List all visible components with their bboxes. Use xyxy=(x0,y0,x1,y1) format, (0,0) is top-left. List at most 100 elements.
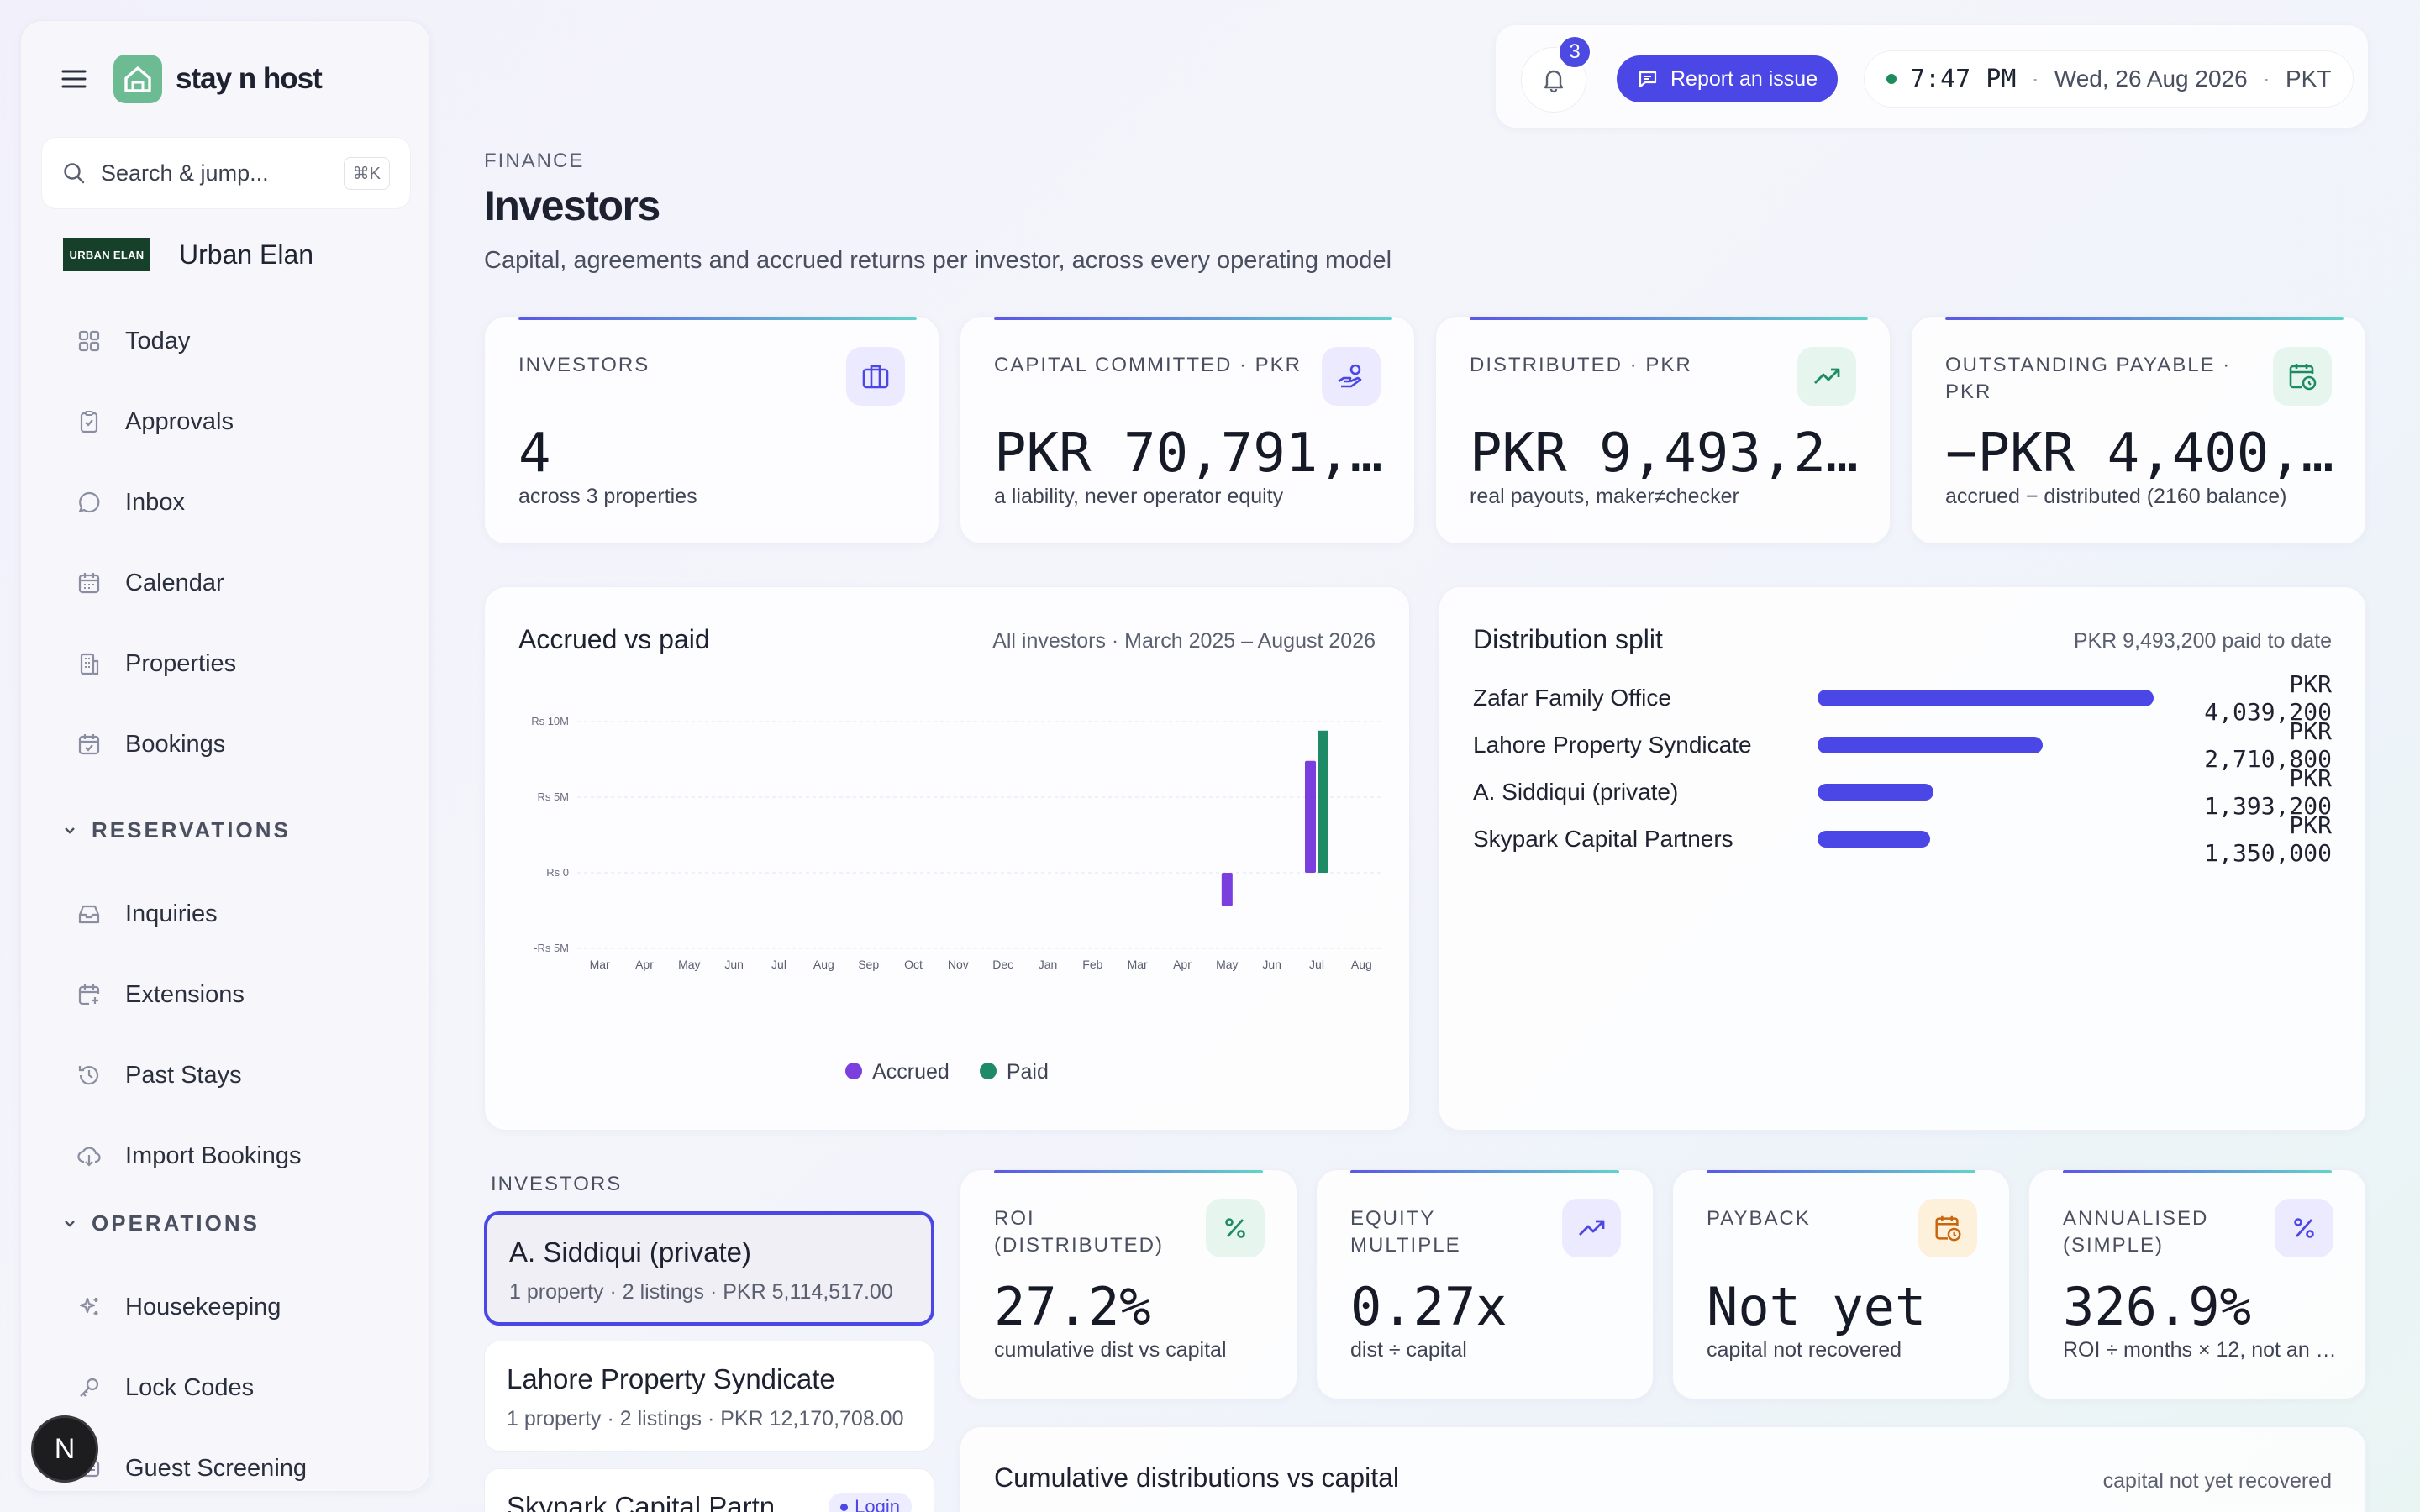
stat-card-capital-committed: CAPITAL COMMITTED · PKR PKR 70,791,7… a … xyxy=(960,316,1415,544)
sidebar-item-inbox[interactable]: Inbox xyxy=(76,481,185,523)
metric-value: 326.9% xyxy=(2063,1276,2251,1337)
chart-note: All investors · March 2025 – August 2026 xyxy=(992,629,1376,653)
investor-list-item[interactable]: Lahore Property Syndicate 1 property · 2… xyxy=(484,1341,934,1452)
search-icon xyxy=(62,161,86,185)
investor-name: A. Siddiqui (private) xyxy=(1473,779,1679,805)
chart-legend: Accrued Paid xyxy=(484,1060,1410,1084)
sidebar-item-label: Approvals xyxy=(125,407,234,435)
metric-value: 27.2% xyxy=(994,1276,1151,1337)
sidebar-item-bookings[interactable]: Bookings xyxy=(76,723,225,765)
stat-sub: real payouts, maker≠checker xyxy=(1470,485,1739,508)
investor-name: A. Siddiqui (private) xyxy=(509,1236,751,1268)
breadcrumb: FINANCE xyxy=(484,150,585,172)
sidebar-item-past-stays[interactable]: Past Stays xyxy=(76,1054,242,1096)
x-tick-label: Mar xyxy=(590,958,610,971)
distribution-value: PKR 2,710,800 xyxy=(2204,717,2332,773)
x-tick-label: May xyxy=(1216,958,1238,971)
distribution-bar xyxy=(1818,690,2154,706)
investor-list-item-selected[interactable]: A. Siddiqui (private) 1 property · 2 lis… xyxy=(484,1211,934,1326)
sidebar-item-properties[interactable]: Properties xyxy=(76,643,236,685)
sidebar-item-guest-screening[interactable]: Guest Screening xyxy=(76,1447,307,1489)
user-avatar[interactable]: N xyxy=(31,1415,98,1483)
sidebar-item-label: Properties xyxy=(125,649,237,677)
metric-label: ANNUALISED (SIMPLE) xyxy=(2063,1207,2209,1257)
calendar-plus-icon xyxy=(78,984,100,1005)
distribution-row: Zafar Family Office PKR 4,039,200 xyxy=(1473,670,2332,726)
stat-value: −PKR 4,400,5… xyxy=(1945,423,2345,485)
sidebar-item-label: Import Bookings xyxy=(125,1142,302,1169)
brand: stay n host xyxy=(60,55,323,103)
building-icon xyxy=(80,653,99,675)
search-input[interactable]: Search & jump... ⌘K xyxy=(41,137,411,209)
sidebar-item-label: Inbox xyxy=(125,488,185,516)
stat-sub: across 3 properties xyxy=(518,485,697,508)
investor-name: Skypark Capital Partn xyxy=(507,1491,776,1512)
report-issue-button[interactable]: Report an issue xyxy=(1617,55,1839,102)
metric-card-equity-multiple: EQUITY MULTIPLE 0.27x dist ÷ capital xyxy=(1316,1169,1654,1399)
x-tick-label: Jul xyxy=(1309,958,1324,971)
sidebar-item-extensions[interactable]: Extensions xyxy=(76,974,245,1016)
metric-label: EQUITY MULTIPLE xyxy=(1350,1207,1461,1257)
x-tick-label: Aug xyxy=(1351,958,1372,971)
sidebar-item-label: Calendar xyxy=(125,569,224,596)
stat-label: DISTRIBUTED · PKR xyxy=(1470,354,1692,376)
section-reservations[interactable]: RESERVATIONS xyxy=(61,817,291,843)
metric-card-annualised: ANNUALISED (SIMPLE) 326.9% ROI ÷ months … xyxy=(2028,1169,2366,1399)
panel-note: PKR 9,493,200 paid to date xyxy=(2073,629,2332,653)
legend-item-accrued[interactable]: Accrued xyxy=(845,1060,950,1084)
clock-display: 7:47 PM · Wed, 26 Aug 2026 · PKT xyxy=(1864,50,2354,108)
org-name: Urban Elan xyxy=(179,239,314,270)
x-tick-label: Mar xyxy=(1128,958,1148,971)
stat-value: PKR 70,791,7… xyxy=(994,423,1394,485)
bar-paid xyxy=(1318,730,1328,873)
notification-count-badge: 3 xyxy=(1557,34,1592,70)
y-tick-label: -Rs 5M xyxy=(534,942,569,954)
investor-meta: 1 property · 2 listings · PKR 5,114,517.… xyxy=(509,1280,893,1304)
stat-value: PKR 9,493,200 xyxy=(1470,423,1870,485)
sidebar-item-inquiries[interactable]: Inquiries xyxy=(76,893,218,935)
legend-label: Paid xyxy=(1006,1060,1049,1084)
stat-sub: accrued − distributed (2160 balance) xyxy=(1945,485,2287,508)
investor-name: Zafar Family Office xyxy=(1473,685,1671,711)
sidebar-item-housekeeping[interactable]: Housekeeping xyxy=(76,1286,281,1328)
distribution-bar xyxy=(1818,737,2044,753)
section-operations[interactable]: OPERATIONS xyxy=(61,1210,260,1236)
sidebar-item-label: Past Stays xyxy=(125,1061,242,1089)
investor-name: Skypark Capital Partners xyxy=(1473,826,1733,852)
distribution-value: PKR 1,393,200 xyxy=(2204,764,2332,820)
sparkles-icon xyxy=(79,1297,98,1315)
investor-list-item[interactable]: Skypark Capital Partn Login xyxy=(484,1468,934,1512)
stat-value: 4 xyxy=(518,423,551,485)
y-tick-label: Rs 5M xyxy=(537,790,569,803)
login-label: Login xyxy=(855,1496,900,1512)
menu-icon[interactable] xyxy=(60,65,88,93)
panel-note: capital not yet recovered xyxy=(2102,1469,2332,1493)
sidebar-item-today[interactable]: Today xyxy=(76,320,190,362)
history-icon xyxy=(78,1066,99,1085)
calendar-check-icon xyxy=(78,734,100,755)
section-label: RESERVATIONS xyxy=(92,817,291,843)
legend-item-paid[interactable]: Paid xyxy=(979,1060,1049,1084)
distribution-value: PKR 1,350,000 xyxy=(2204,811,2332,867)
notifications-button[interactable]: 3 xyxy=(1521,34,1592,113)
sidebar-item-label: Today xyxy=(125,327,191,354)
bell-icon xyxy=(1544,70,1564,93)
trending-up-icon xyxy=(1797,347,1856,406)
org-switcher[interactable]: URBAN ELAN Urban Elan xyxy=(63,238,313,271)
login-badge[interactable]: Login xyxy=(829,1493,912,1512)
sidebar-item-import-bookings[interactable]: Import Bookings xyxy=(76,1135,302,1177)
metric-sub: cumulative dist vs capital xyxy=(994,1338,1227,1362)
x-tick-label: Apr xyxy=(635,958,654,971)
metric-label: ROI (DISTRIBUTED) xyxy=(994,1207,1164,1257)
x-tick-label: Jun xyxy=(724,958,744,971)
legend-label: Accrued xyxy=(872,1060,950,1084)
stat-card-investors: INVESTORS 4 across 3 properties xyxy=(484,316,939,544)
y-tick-label: Rs 0 xyxy=(546,866,569,879)
investor-name: Lahore Property Syndicate xyxy=(1473,732,1752,758)
sidebar-item-approvals[interactable]: Approvals xyxy=(76,401,234,443)
metric-sub: dist ÷ capital xyxy=(1350,1338,1467,1362)
y-tick-label: Rs 10M xyxy=(531,715,569,727)
sidebar-item-lock-codes[interactable]: Lock Codes xyxy=(76,1367,254,1409)
clock-time: 7:47 PM xyxy=(1910,64,2017,94)
sidebar-item-calendar[interactable]: Calendar xyxy=(76,562,224,604)
